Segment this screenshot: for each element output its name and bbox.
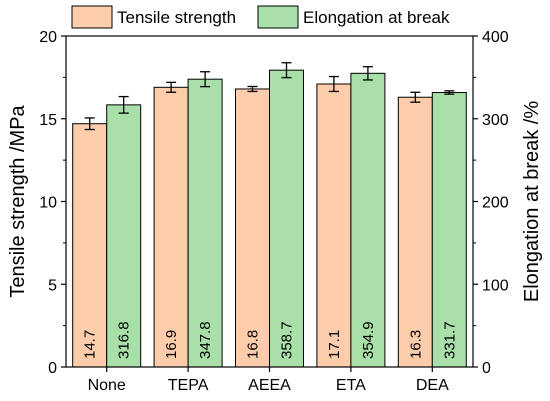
- y-axis-right-title: Elongation at break /%: [521, 101, 543, 302]
- y-left-tick-label: 0: [48, 360, 57, 377]
- x-tick-label-dea: DEA: [416, 377, 449, 394]
- error-bar-tensile-strength-dea: [410, 91, 421, 103]
- y-left-tick-label: 10: [39, 195, 57, 212]
- bar-elongation-at-break-eta: [350, 72, 386, 368]
- data-label-tensile-strength-none: 14.7: [82, 330, 99, 359]
- y-right-tick-label: 200: [482, 195, 509, 212]
- legend-label-tensile-strength: Tensile strength: [117, 8, 236, 27]
- data-label-elongation-at-break-none: 316.8: [116, 321, 133, 359]
- legend: Tensile strength Elongation at break: [71, 5, 450, 29]
- y-axis-left-title: Tensile strength /MPa: [7, 104, 29, 297]
- x-tick-label-tepa: TEPA: [168, 377, 209, 394]
- bar-tensile-strength-tepa: [153, 86, 189, 368]
- x-tick-label-eta: ETA: [336, 377, 366, 394]
- x-tick-label-none: None: [88, 377, 126, 394]
- error-bar-tensile-strength-aeea: [247, 85, 258, 93]
- data-label-elongation-at-break-tepa: 347.8: [197, 321, 214, 359]
- y-left-tick-label: 20: [39, 29, 57, 46]
- error-bar-elongation-at-break-tepa: [200, 71, 211, 88]
- bar-tensile-strength-aeea: [235, 88, 270, 368]
- error-bar-elongation-at-break-aeea: [281, 62, 292, 79]
- error-bar-tensile-strength-none: [84, 117, 95, 131]
- data-label-tensile-strength-eta: 17.1: [326, 330, 343, 359]
- bar-tensile-strength-none: [72, 123, 108, 368]
- bar-elongation-at-break-dea: [431, 92, 467, 368]
- error-bar-elongation-at-break-eta: [362, 66, 373, 81]
- y-right-tick-label: 300: [482, 112, 509, 129]
- y-left-tick-label: 15: [39, 112, 57, 129]
- error-bar-elongation-at-break-dea: [444, 90, 455, 95]
- bar-tensile-strength-dea: [397, 96, 433, 368]
- data-label-tensile-strength-dea: 16.3: [407, 330, 424, 359]
- data-label-elongation-at-break-dea: 331.7: [441, 321, 458, 359]
- bar-tensile-strength-eta: [316, 83, 352, 368]
- data-label-elongation-at-break-aeea: 358.7: [279, 321, 296, 359]
- y-right-tick-label: 400: [482, 29, 509, 46]
- bar-elongation-at-break-aeea: [269, 69, 304, 368]
- data-label-elongation-at-break-eta: 354.9: [360, 321, 377, 359]
- y-right-tick-label: 100: [482, 277, 509, 294]
- y-left-tick-label: 5: [48, 277, 57, 294]
- data-label-tensile-strength-tepa: 16.9: [163, 330, 180, 359]
- error-bar-tensile-strength-eta: [328, 75, 339, 93]
- legend-label-elongation-at-break: Elongation at break: [303, 8, 450, 27]
- error-bar-elongation-at-break-none: [118, 95, 129, 114]
- x-tick-label-aeea: AEEA: [248, 377, 291, 394]
- error-bar-tensile-strength-tepa: [166, 81, 177, 93]
- legend-swatch-tensile-strength: [71, 5, 113, 29]
- legend-swatch-elongation-at-break: [257, 5, 299, 29]
- data-label-tensile-strength-aeea: 16.8: [245, 330, 262, 359]
- plot-marks: 14.7 316.8 16.9 347.8 16.8 358.7 17.1 354.9 16.3…: [72, 62, 467, 368]
- y-right-tick-label: 0: [482, 360, 491, 377]
